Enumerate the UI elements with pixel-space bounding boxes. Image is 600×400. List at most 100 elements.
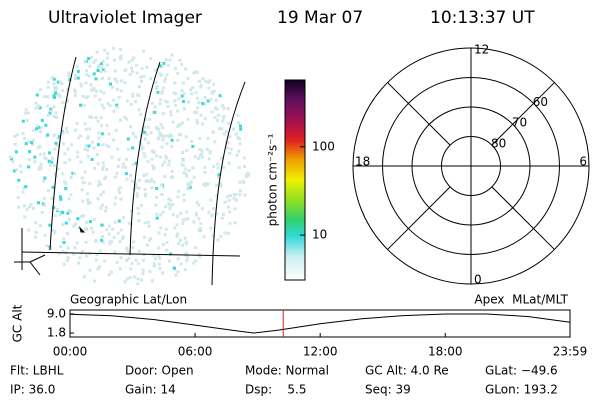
pixel	[220, 216, 224, 220]
pixel	[196, 106, 199, 110]
pixel	[134, 161, 138, 165]
pixel	[97, 66, 100, 70]
pixel	[25, 207, 29, 211]
pixel	[181, 159, 185, 162]
pixel	[170, 170, 174, 173]
pixel	[219, 184, 223, 188]
diagonal	[387, 82, 451, 146]
y-axis-label: GC Alt	[11, 304, 25, 342]
pixel	[130, 262, 134, 266]
pixel	[96, 69, 100, 72]
pixel	[159, 123, 163, 127]
pixel	[173, 99, 177, 103]
pixel	[161, 138, 165, 142]
pixel	[87, 144, 91, 148]
pixel	[88, 201, 92, 204]
pixel	[137, 94, 141, 97]
pixel	[101, 165, 105, 169]
pixel	[150, 186, 154, 190]
pixel	[107, 224, 111, 228]
pixel	[125, 117, 129, 121]
pixel	[83, 147, 87, 151]
pixel	[99, 89, 103, 93]
pixel	[176, 195, 180, 199]
pixel	[159, 213, 163, 217]
pixel	[39, 224, 42, 228]
pixel	[235, 153, 239, 157]
pixel	[96, 162, 100, 166]
pixel	[217, 173, 221, 177]
pixel	[236, 113, 240, 117]
pixel	[161, 271, 165, 275]
pixel	[176, 124, 180, 128]
pixel	[54, 111, 58, 115]
pixel	[84, 241, 88, 244]
pixel	[89, 83, 93, 87]
pixel	[73, 172, 77, 176]
pixel	[23, 215, 27, 219]
status-field: Flt: LBHL	[10, 364, 64, 378]
pixel	[236, 135, 240, 139]
pixel	[170, 144, 174, 148]
pixel	[33, 155, 37, 159]
pixel	[126, 137, 130, 141]
pixel	[203, 95, 207, 99]
pixel	[52, 206, 56, 210]
pixel	[195, 119, 199, 123]
pixel	[130, 58, 134, 62]
pixel	[53, 231, 57, 235]
pixel	[101, 203, 104, 207]
pixel	[76, 69, 80, 73]
pixel	[66, 259, 69, 263]
pixel	[150, 279, 154, 283]
pixel	[83, 122, 87, 126]
pixel	[206, 182, 210, 186]
mlt-label: 12	[474, 43, 489, 57]
pixel	[107, 77, 111, 80]
pixel	[56, 207, 60, 211]
pixel	[208, 79, 212, 83]
pixel	[214, 98, 218, 102]
pixel	[168, 133, 172, 137]
pixel	[92, 60, 96, 64]
pixel	[220, 156, 224, 160]
pixel	[150, 149, 154, 153]
pixel	[179, 238, 182, 242]
pixel	[154, 203, 158, 207]
diagonal	[491, 82, 555, 146]
pixel	[115, 105, 119, 109]
pixel	[85, 220, 89, 224]
pixel	[83, 170, 87, 174]
pixel	[67, 209, 70, 213]
pixel	[94, 58, 98, 62]
pixel	[211, 130, 215, 134]
pixel	[19, 164, 23, 168]
pixel	[155, 154, 159, 158]
pixel	[148, 270, 152, 273]
pixel	[212, 165, 216, 169]
pixel	[179, 211, 182, 215]
pixel	[215, 183, 219, 187]
pixel	[153, 110, 157, 114]
pixel	[176, 270, 180, 274]
pixel	[184, 172, 188, 176]
pixel	[200, 152, 204, 156]
pixel	[178, 58, 182, 62]
pixel	[101, 235, 105, 238]
pixel	[67, 71, 71, 75]
pixel	[124, 165, 128, 169]
pixel	[69, 209, 73, 213]
pixel	[156, 90, 160, 94]
pixel	[88, 115, 92, 119]
pixel	[85, 73, 89, 77]
pixel	[137, 178, 141, 182]
pixel	[221, 119, 225, 123]
pixel	[16, 196, 20, 200]
pixel	[227, 205, 230, 209]
pixel	[167, 197, 171, 201]
pixel	[81, 249, 85, 253]
pixel	[141, 272, 145, 275]
pixel	[125, 99, 129, 103]
pixel	[216, 238, 220, 242]
pixel	[162, 112, 166, 116]
